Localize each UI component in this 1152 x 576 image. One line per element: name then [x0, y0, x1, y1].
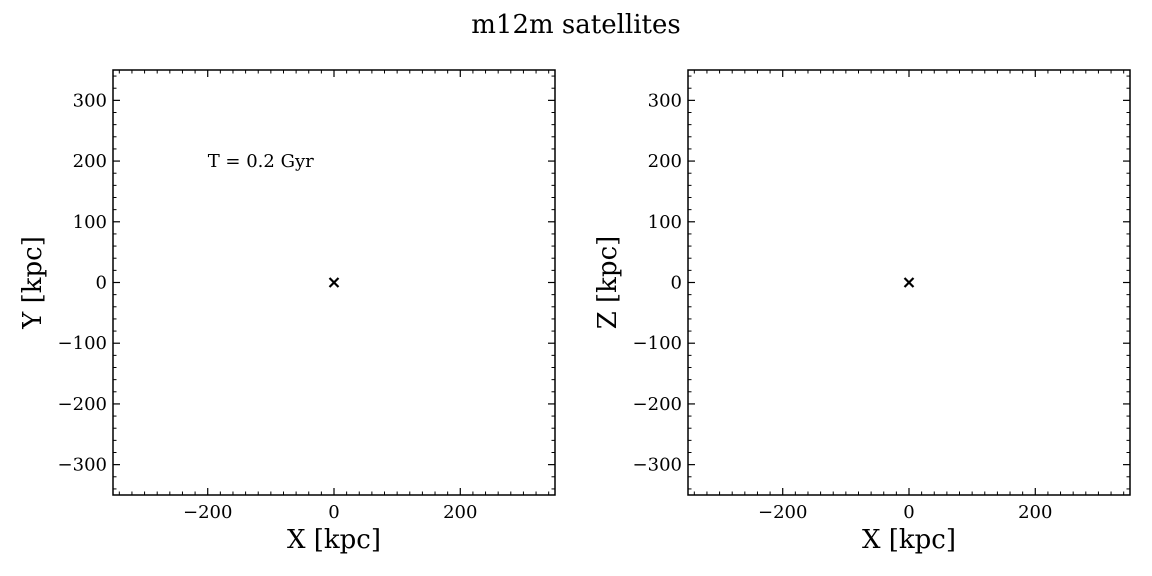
chart-1-y-tick-label: 0 [96, 273, 107, 294]
chart-1-y-tick-label: −100 [58, 333, 107, 354]
figure-title: m12m satellites [471, 10, 680, 40]
chart-1-axes-frame [112, 69, 556, 496]
chart-1-x-axis-label: X [kpc] [287, 525, 381, 555]
panel-xz: −200 0 200 −300 −200 −100 0 100 200 300 X [kpc] Z [… [593, 69, 1131, 555]
chart-1-point-stroke-b [328, 277, 340, 288]
chart-2-y-tick-label: −100 [633, 333, 682, 354]
chart-2-y-tick-label: −200 [633, 394, 682, 415]
chart-1-annotation: T = 0.2 Gyr [208, 151, 314, 172]
chart-2-y-tick-label: 100 [648, 212, 682, 233]
chart-2-x-tick-label: −200 [758, 502, 807, 523]
panel-xy: −200 0 200 −300 −200 −100 0 100 200 300 X [kpc] Y [… [18, 69, 556, 555]
chart-2-y-tick-label: −300 [633, 455, 682, 476]
chart-1-y-axis-label: Y [kpc] [18, 236, 48, 330]
chart-1-y-tick-label: 300 [73, 90, 107, 111]
chart-2-y-tick-label: 0 [671, 273, 682, 294]
chart-1-point [328, 277, 340, 288]
chart-1-y-tick-label: −300 [58, 455, 107, 476]
chart-1-x-tick-label: 200 [443, 502, 477, 523]
chart-1-y-tick-label: 100 [73, 212, 107, 233]
chart-1-y-tick-label: 200 [73, 151, 107, 172]
chart-2-point-stroke-b [903, 277, 915, 288]
chart-2-x-tick-label: 200 [1018, 502, 1052, 523]
chart-1-x-tick-label: −200 [183, 502, 232, 523]
chart-2-x-axis-label: X [kpc] [862, 525, 956, 555]
chart-1-x-tick-label: 0 [328, 502, 339, 523]
chart-2-y-axis-label: Z [kpc] [593, 236, 623, 330]
chart-2-y-tick-label: 300 [648, 90, 682, 111]
chart-2-y-tick-label: 200 [648, 151, 682, 172]
chart-2-point [903, 277, 915, 288]
chart-1-y-tick-label: −200 [58, 394, 107, 415]
chart-2-axes-frame [687, 69, 1131, 496]
chart-2-x-tick-label: 0 [903, 502, 914, 523]
